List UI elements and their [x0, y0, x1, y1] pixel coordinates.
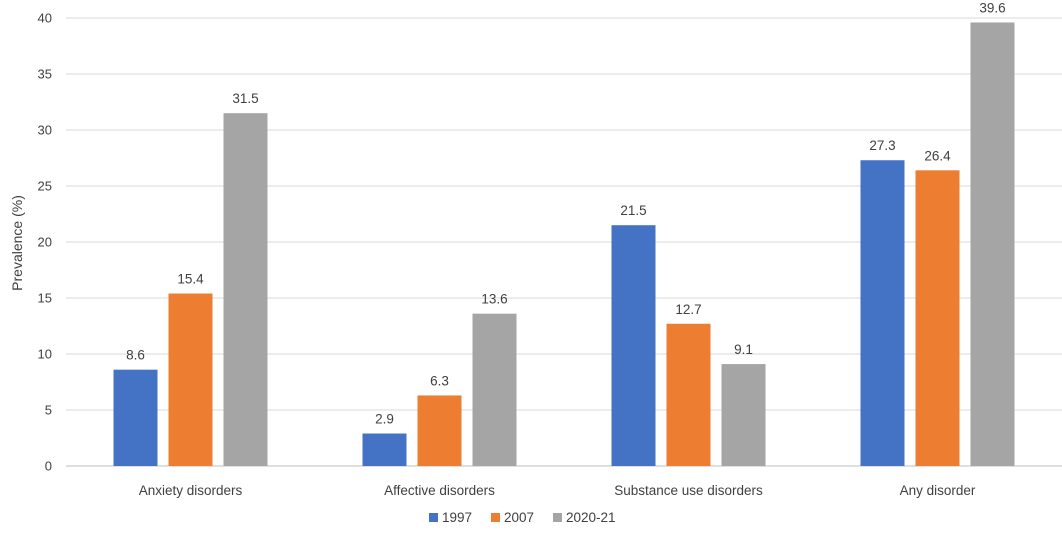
y-tick-label: 35 — [38, 67, 52, 82]
data-label: 21.5 — [620, 203, 646, 218]
bar-1997 — [362, 433, 407, 466]
legend-label: 1997 — [442, 510, 472, 525]
bar-2020-21 — [223, 113, 268, 466]
legend-label: 2020-21 — [566, 510, 616, 525]
data-label: 15.4 — [177, 272, 204, 287]
y-tick-label: 15 — [38, 291, 52, 306]
gridlines — [66, 17, 1062, 467]
legend-swatch-1997 — [429, 513, 438, 522]
y-tick-label: 30 — [38, 123, 52, 138]
bar-2020-21 — [472, 313, 517, 466]
data-label: 13.6 — [481, 292, 507, 307]
data-label: 9.1 — [734, 342, 753, 357]
y-tick-label: 40 — [38, 11, 52, 26]
y-tick-label: 20 — [38, 235, 52, 250]
bar-2020-21 — [721, 364, 766, 466]
category-label: Affective disorders — [384, 483, 495, 498]
bar-2020-21 — [970, 22, 1015, 466]
data-label: 26.4 — [924, 148, 951, 163]
data-labels: 8.6 15.4 31.5 2.9 6.3 13.6 21.5 12.7 9.1 27.3 26.4… — [126, 0, 1006, 426]
y-tick-label: 5 — [45, 403, 52, 418]
y-tick-label: 10 — [38, 347, 52, 362]
data-label: 39.6 — [979, 0, 1005, 15]
data-label: 6.3 — [430, 373, 449, 388]
category-label: Substance use disorders — [614, 483, 763, 498]
data-label: 2.9 — [375, 412, 394, 427]
bars — [113, 22, 1015, 467]
bar-2007 — [168, 293, 213, 466]
y-tick-label: 25 — [38, 179, 52, 194]
y-axis-ticks: 0 5 10 15 20 25 30 35 40 — [38, 11, 52, 474]
data-label: 12.7 — [675, 302, 701, 317]
bar-1997 — [113, 369, 158, 466]
data-label: 27.3 — [869, 138, 895, 153]
data-label: 8.6 — [126, 348, 145, 363]
legend-swatch-2007 — [491, 513, 500, 522]
y-axis-title: Prevalence (%) — [9, 195, 25, 291]
bar-2007 — [915, 170, 960, 466]
x-axis-categories: Anxiety disorders Affective disorders Subs… — [139, 483, 976, 498]
bar-2007 — [417, 395, 462, 466]
category-label: Any disorder — [900, 483, 976, 498]
y-tick-label: 0 — [45, 459, 52, 474]
legend-swatch-2020-21 — [553, 513, 562, 522]
bar-1997 — [860, 160, 905, 467]
data-label: 31.5 — [232, 91, 258, 106]
bar-1997 — [611, 225, 656, 466]
category-label: Anxiety disorders — [139, 483, 243, 498]
legend: 1997 2007 2020-21 — [429, 510, 616, 525]
legend-label: 2007 — [504, 510, 534, 525]
bar-2007 — [666, 323, 711, 466]
